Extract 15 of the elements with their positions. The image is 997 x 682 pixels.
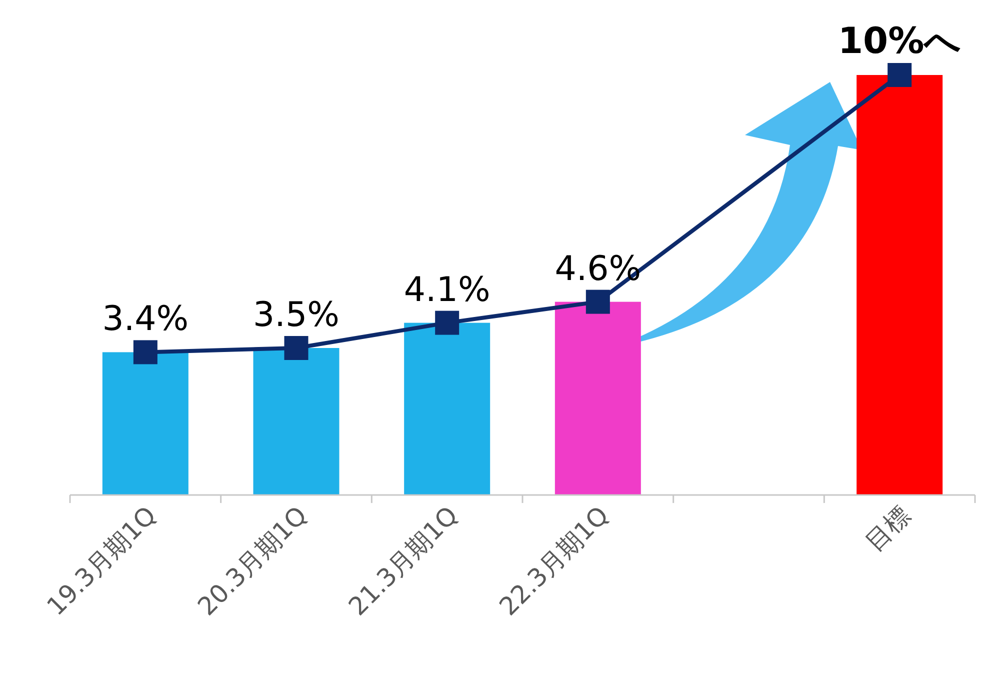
data-label: 3.5% bbox=[253, 295, 340, 335]
bar bbox=[404, 322, 490, 495]
point bbox=[133, 340, 158, 364]
bar bbox=[253, 348, 340, 495]
point bbox=[284, 336, 308, 360]
x-tick-label: 目標 bbox=[860, 500, 916, 557]
bar bbox=[554, 302, 641, 495]
data-label: 10%へ bbox=[838, 21, 962, 62]
point bbox=[888, 63, 912, 87]
point bbox=[435, 310, 460, 335]
data-label: 3.4% bbox=[102, 299, 189, 340]
data-label: 4.1% bbox=[404, 270, 490, 310]
point bbox=[586, 290, 610, 314]
data-label: 4.6% bbox=[554, 248, 642, 289]
bar bbox=[102, 352, 188, 495]
